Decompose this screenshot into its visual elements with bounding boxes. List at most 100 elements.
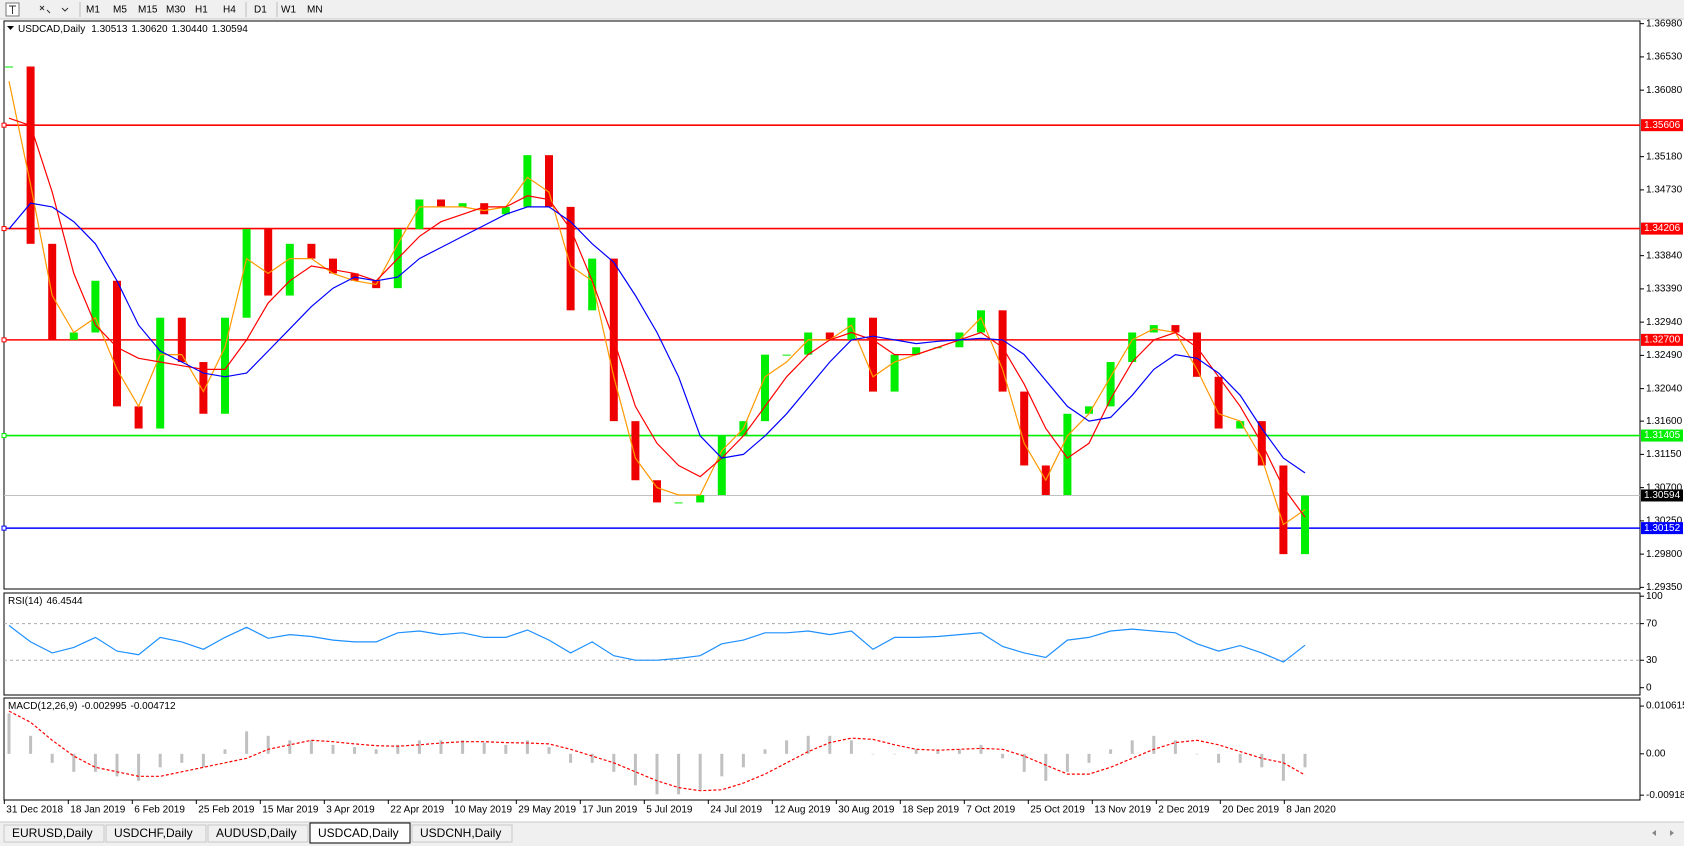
candle-body [1301,495,1309,555]
candle-body [977,310,985,333]
candle-body [91,280,100,333]
candle-body [631,421,640,481]
macd-bar [763,749,767,754]
level-label-box [1641,522,1683,535]
macd-bar [266,735,270,754]
plot-area [3,592,1641,696]
candle-body [307,243,316,259]
candle-body [782,354,791,356]
macd-bar [1281,753,1285,781]
candle-body [1128,332,1137,363]
x-tick-label: 22 Apr 2019 [390,805,444,816]
timeframe-button[interactable]: M15 [138,5,158,16]
level-handle [1,122,7,128]
timeframe-button[interactable]: H1 [195,5,208,16]
y-tick-label: 100 [1646,591,1663,602]
x-tick-label: 2 Dec 2019 [1158,805,1210,816]
macd-bar [893,753,897,755]
candle-body [1236,421,1245,429]
macd-bar [590,753,594,763]
y-tick-label: 1.33390 [1646,284,1683,295]
rsi-line [8,625,1306,663]
candle-body [199,362,208,414]
macd-bar [482,742,486,754]
level-handle [1,525,7,531]
last-price-label: 1.30594 [1644,490,1681,501]
timeframe-button[interactable]: M30 [166,5,186,16]
level-label-box [1641,429,1683,442]
candle-body [177,317,186,363]
timeframe-button[interactable]: M5 [113,5,127,16]
symbol-tab[interactable]: EURUSD,Daily [3,824,105,843]
level-label-box [1641,333,1683,346]
level-label: 1.31405 [1644,430,1681,441]
macd-bar [1260,753,1264,768]
timeframe-button[interactable]: D1 [254,5,267,16]
symbol-tab[interactable]: AUDUSD,Daily [207,824,309,843]
x-tick-label: 5 Jul 2019 [646,805,693,816]
candle-body [415,199,424,230]
indicator-value: 46.4544 [46,596,83,607]
tab-label: USDCAD,Daily [318,826,399,840]
y-tick-label: 30 [1646,655,1658,666]
timeframe-button[interactable]: W1 [281,5,296,16]
macd-bar [828,735,832,754]
timeframe-label: H1 [195,5,208,16]
macd-bar [72,753,76,772]
macd-bar [871,753,875,755]
level-label: 1.32700 [1644,335,1681,346]
macd-bar [504,744,508,754]
macd-bar [93,753,97,772]
candle-body [1106,362,1115,407]
y-tick-label: 1.32940 [1646,317,1683,328]
x-tick-label: 6 Feb 2019 [134,805,185,816]
ohlc-value: 1.30594 [212,24,249,35]
macd-bar [1152,735,1156,754]
macd-bar [741,753,745,768]
candle-body [437,199,445,207]
x-tick-label: 17 Jun 2019 [582,805,637,816]
timeframe-button[interactable]: H4 [223,5,236,16]
y-tick-label: 1.33840 [1646,250,1683,261]
y-tick-label: 1.30700 [1646,482,1683,493]
candle-body [501,206,510,215]
symbol-tab[interactable]: USDCAD,Daily [309,822,411,844]
y-tick-label: 70 [1646,618,1658,629]
macd-bar [223,749,227,754]
level-label-box [1641,222,1683,235]
tab-label: USDCHF,Daily [114,826,193,840]
macd-bar [417,740,421,754]
x-tick-label: 18 Jan 2019 [70,805,125,816]
level-handle [1,226,7,232]
macd-bar [1087,753,1091,763]
candle-body [523,155,532,207]
moving-average [8,202,1306,474]
tab-label: USDCNH,Daily [420,826,501,840]
symbol-tab[interactable]: USDCHF,Daily [105,824,207,843]
candle-body [156,317,165,429]
macd-bar [115,753,119,777]
timeframe-button[interactable]: MN [307,5,323,16]
collapse-arrow [7,26,14,30]
macd-bar [201,753,205,768]
x-tick-label: 12 Aug 2019 [774,805,831,816]
level-handle [1,433,7,439]
x-tick-label: 7 Oct 2019 [966,805,1015,816]
timeframe-label: H4 [223,5,236,16]
y-tick-label: 1.34730 [1646,185,1683,196]
macd-bar [50,753,54,763]
symbol-tab[interactable]: USDCNH,Daily [411,824,513,843]
macd-bar [1303,753,1307,768]
timeframe-label: W1 [281,5,296,16]
panel-header: MACD(12,26,9) -0.002995 -0.004712 [8,701,176,712]
candle-body [1085,406,1093,414]
macd-bar [331,744,335,754]
candle-body [825,332,834,340]
macd-bar [439,740,443,754]
indicator-name: RSI(14) [8,596,42,607]
timeframe-button[interactable]: M1 [86,5,100,16]
objects-tool[interactable] [39,5,69,14]
plot-area [3,697,1641,801]
y-tick-label: 0.00 [1646,748,1666,759]
